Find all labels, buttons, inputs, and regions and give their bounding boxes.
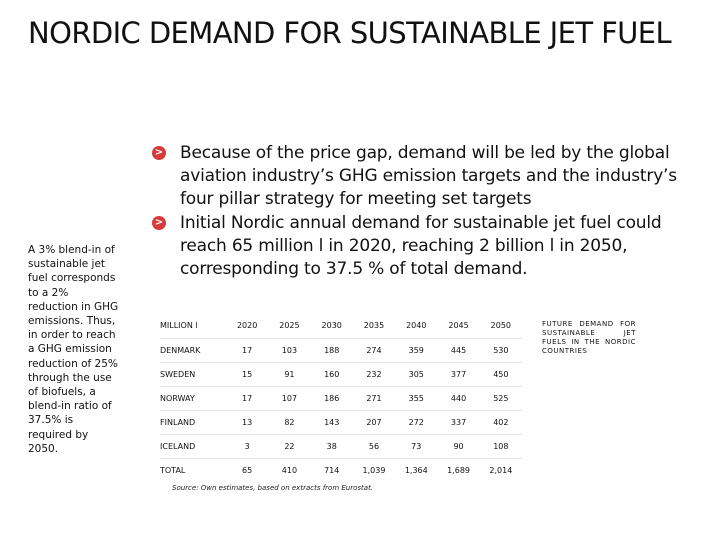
- table-cell: 65: [226, 458, 269, 482]
- table-cell: 73: [395, 434, 438, 459]
- table-cell: 103: [268, 338, 311, 363]
- table-row: FINLAND 13 82 143 207 272 337 402: [160, 410, 522, 435]
- year-header: 2040: [406, 320, 427, 330]
- country-label: FINLAND: [160, 410, 226, 435]
- table-cell: 15: [226, 362, 269, 387]
- table-row: DENMARK 17 103 188 274 359 445 530: [160, 338, 522, 363]
- table-cell: 1,039: [352, 458, 396, 482]
- table-cell: 305: [395, 362, 438, 387]
- bullet-item: > Because of the price gap, demand will …: [152, 142, 712, 211]
- slide-title: NORDIC DEMAND FOR SUSTAINABLE JET FUEL: [28, 16, 672, 50]
- chevron-right-icon: >: [152, 216, 166, 230]
- table-cell: 450: [479, 362, 522, 387]
- table-row: ICELAND 3 22 38 56 73 90 108: [160, 434, 522, 459]
- table-cell: 355: [395, 386, 438, 411]
- bullet-item: > Initial Nordic annual demand for susta…: [152, 212, 712, 281]
- year-header: 2050: [490, 320, 512, 330]
- table-cell: 377: [437, 362, 480, 387]
- table-cell: 143: [310, 410, 353, 435]
- table-cell: 402: [479, 410, 522, 435]
- table-cell: 22: [268, 434, 311, 459]
- table-cell: 91: [268, 362, 311, 387]
- table-cell: 186: [310, 386, 353, 411]
- table-cell: 13: [226, 410, 269, 435]
- source-note: Source: Own estimates, based on extracts…: [172, 484, 374, 492]
- table-cell: 207: [352, 410, 396, 435]
- table-cell: 17: [226, 338, 269, 363]
- year-header: 2035: [363, 320, 385, 330]
- table-cell: 38: [310, 434, 353, 459]
- table-cell: 337: [437, 410, 480, 435]
- side-note: A 3% blend-in of sustainable jet fuel co…: [28, 244, 119, 455]
- year-header: 2025: [279, 320, 300, 330]
- bullet-text: Initial Nordic annual demand for sustain…: [180, 213, 662, 279]
- bullet-list: > Because of the price gap, demand will …: [152, 142, 712, 281]
- table-cell: 90: [437, 434, 480, 459]
- country-label: SWEDEN: [160, 362, 226, 387]
- table-cell: 530: [479, 338, 522, 363]
- table-cell: 1,689: [437, 458, 480, 482]
- table-cell: 56: [352, 434, 396, 459]
- table-cell: 232: [352, 362, 396, 387]
- bullet-text: Because of the price gap, demand will be…: [180, 143, 677, 209]
- table-cell: 440: [437, 386, 480, 411]
- table-cell: 17: [226, 386, 269, 411]
- table-row: NORWAY 17 107 186 271 355 440 525: [160, 386, 522, 411]
- table-cell: 160: [310, 362, 353, 387]
- table-header-row: MILLION l 2020 2025 2030 2035 2040 2045 …: [160, 312, 522, 339]
- table-cell: 525: [479, 386, 522, 411]
- country-label: ICELAND: [160, 434, 226, 459]
- year-header: 2045: [448, 320, 469, 330]
- table-cell: 359: [395, 338, 438, 363]
- table-row: SWEDEN 15 91 160 232 305 377 450: [160, 362, 522, 387]
- table-row-total: TOTAL 65 410 714 1,039 1,364 1,689 2,014: [160, 458, 522, 482]
- year-header: 2020: [236, 320, 258, 330]
- table-caption: FUTURE DEMAND FOR SUSTAINABLE JET FUELS …: [542, 320, 636, 355]
- table-cell: 82: [268, 410, 311, 435]
- table-cell: 272: [395, 410, 438, 435]
- table-cell: 410: [268, 458, 311, 482]
- year-header: 2030: [321, 320, 342, 330]
- table-cell: 188: [310, 338, 353, 363]
- table-cell: 3: [226, 434, 269, 459]
- chevron-right-icon: >: [152, 146, 166, 160]
- unit-label: MILLION l: [160, 320, 198, 330]
- table-cell: 2,014: [479, 458, 522, 482]
- table-cell: 108: [479, 434, 522, 459]
- table-cell: 274: [352, 338, 396, 363]
- table-cell: 714: [310, 458, 353, 482]
- country-label: NORWAY: [160, 386, 226, 411]
- table-cell: 1,364: [395, 458, 438, 482]
- table-cell: 445: [437, 338, 480, 363]
- country-label: TOTAL: [160, 458, 226, 482]
- table-cell: 107: [268, 386, 311, 411]
- demand-table: MILLION l 2020 2025 2030 2035 2040 2045 …: [160, 312, 522, 482]
- table-cell: 271: [352, 386, 396, 411]
- country-label: DENMARK: [160, 338, 226, 363]
